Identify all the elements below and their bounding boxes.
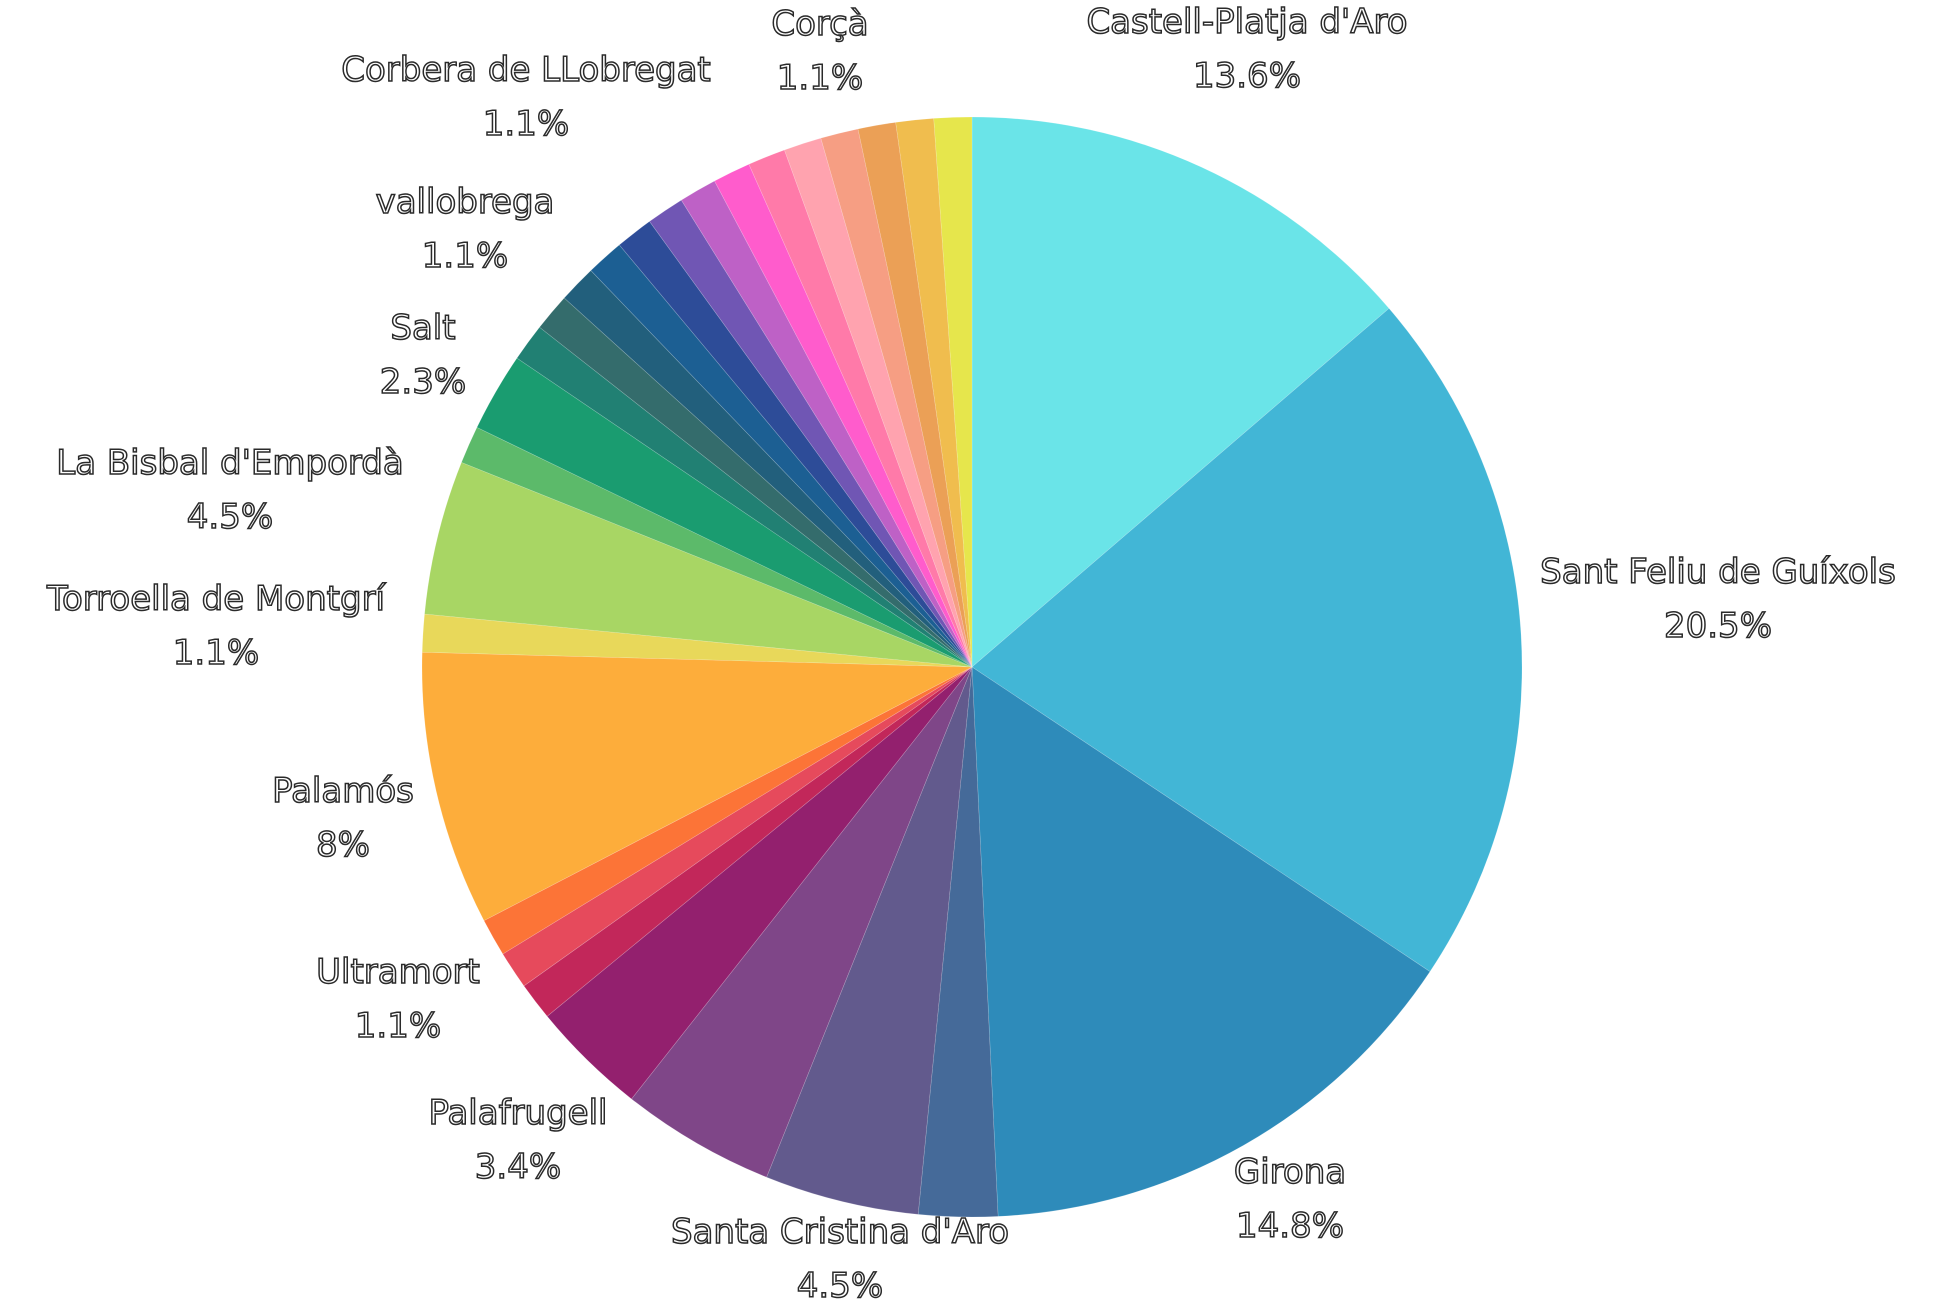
slice-percent-label: 2.3% xyxy=(380,362,466,402)
slice-name-label: Torroella de Montgrí xyxy=(46,579,387,619)
slice-name-label: Salt xyxy=(390,308,455,348)
pie-slice-slice-7 xyxy=(523,666,973,1017)
pie-slice-corbera-de-llobregat xyxy=(748,149,973,668)
pie-slice-castell-platja-d-aro xyxy=(971,116,1390,668)
pie-slice-slice-3 xyxy=(917,666,999,1218)
pie-slice-slice-25 xyxy=(820,128,973,668)
pie-slice-slice-17 xyxy=(563,270,973,668)
pie-slice-slice-9 xyxy=(483,666,973,955)
slice-percent-label: 3.4% xyxy=(475,1147,561,1187)
pie-slice-sant-feliu-de-gu-xols xyxy=(971,307,1523,972)
slice-percent-label: 13.6% xyxy=(1193,56,1301,96)
pie-slice-slice-20 xyxy=(649,199,973,668)
slice-name-label: Palamós xyxy=(272,771,414,811)
pie-slice-santa-cristina-d-aro xyxy=(766,666,973,1215)
slice-percent-label: 1.1% xyxy=(173,633,259,673)
slice-percent-label: 4.5% xyxy=(187,497,273,537)
pie-slice-salt xyxy=(476,357,973,668)
pie-slice-slice-16 xyxy=(539,297,973,668)
pie-slice-ultramort xyxy=(502,666,973,987)
slice-percent-label: 14.8% xyxy=(1236,1206,1344,1246)
pie-slice-slice-26 xyxy=(857,121,973,668)
pie-slice-vallobrega xyxy=(590,244,973,668)
pie-slices xyxy=(421,116,1523,1218)
pie-slice-palam-s xyxy=(421,651,974,922)
pie-slice-torroella-de-montgr xyxy=(421,613,973,668)
slice-name-label: Castell-Platja d'Aro xyxy=(1086,2,1407,42)
pie-slice-slice-5 xyxy=(631,666,973,1178)
slice-percent-label: 20.5% xyxy=(1664,606,1772,646)
slice-percent-label: 1.1% xyxy=(777,58,863,98)
slice-percent-label: 1.1% xyxy=(422,236,508,276)
slice-percent-label: 1.1% xyxy=(355,1006,441,1046)
pie-slice-slice-13 xyxy=(461,426,973,668)
slice-name-label: Corçà xyxy=(771,4,868,44)
slice-name-label: Santa Cristina d'Aro xyxy=(671,1212,1009,1252)
slice-name-label: Corbera de LLobregat xyxy=(341,50,711,90)
pie-slice-slice-21 xyxy=(680,180,973,668)
pie-slice-la-bisbal-d-empord xyxy=(424,461,973,668)
pie-labels: Castell-Platja d'Aro 13.6% Sant Feliu de G… xyxy=(45,1,1896,1307)
pie-slice-cor xyxy=(895,118,973,668)
slice-name-label: Palafrugell xyxy=(429,1093,608,1133)
pie-slice-girona xyxy=(971,666,1431,1217)
pie-slice-slice-15 xyxy=(516,326,973,668)
slice-percent-label: 4.5% xyxy=(797,1266,883,1306)
pie-slice-palafrugell xyxy=(546,666,973,1100)
slice-name-label: Ultramort xyxy=(316,952,480,992)
pie-slice-slice-24 xyxy=(784,137,973,668)
pie-slice-slice-28 xyxy=(933,116,973,668)
pie-slice-slice-22 xyxy=(714,163,973,668)
pie-slice-slice-19 xyxy=(618,221,973,668)
slice-name-label: vallobrega xyxy=(376,182,555,222)
slice-name-label: La Bisbal d'Empordà xyxy=(56,443,403,483)
slice-percent-label: 1.1% xyxy=(483,104,569,144)
slice-name-label: Girona xyxy=(1234,1152,1346,1192)
slice-name-label: Sant Feliu de Guíxols xyxy=(1540,552,1896,592)
slice-percent-label: 8% xyxy=(316,825,370,865)
